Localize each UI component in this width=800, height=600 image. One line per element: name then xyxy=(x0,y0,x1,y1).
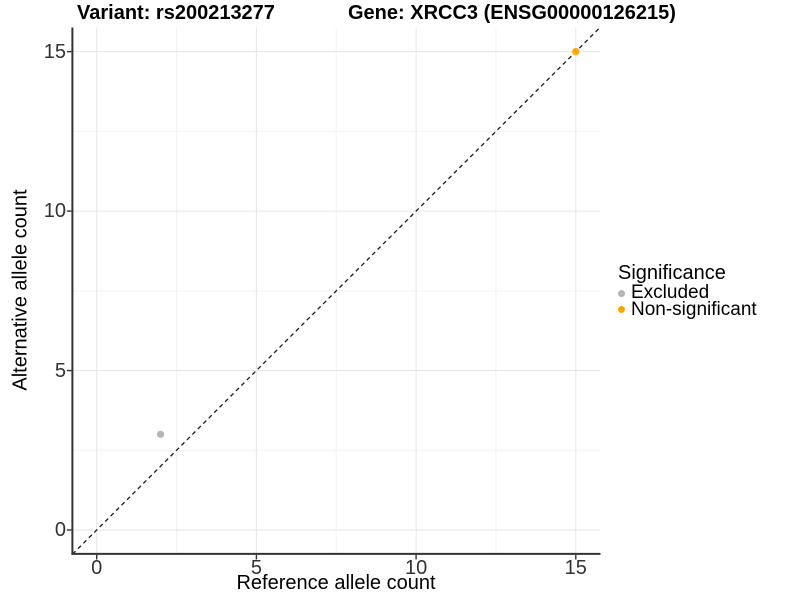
x-tick-label: 15 xyxy=(564,557,587,579)
legend-entry-excluded: Excluded xyxy=(618,282,757,304)
x-tick-label: 5 xyxy=(250,557,262,579)
y-axis-title: Alternative allele count xyxy=(9,189,32,391)
legend-entry-non-significant: Non-significant xyxy=(618,298,757,320)
x-tick-label: 0 xyxy=(91,557,103,579)
identity-dashed-line xyxy=(72,27,601,554)
legend-dot-excluded xyxy=(618,289,625,297)
legend-label-non-significant: Non-significant xyxy=(631,298,757,320)
data-point-non-significant xyxy=(572,48,580,56)
y-tick-label: 10 xyxy=(43,200,66,223)
x-tick-label: 10 xyxy=(404,557,428,579)
legend-title: Significance xyxy=(618,262,726,284)
data-point-excluded xyxy=(156,430,165,438)
y-tick-label: 0 xyxy=(54,519,66,541)
x-axis-title: Reference allele count xyxy=(236,572,436,594)
plot-title-variant: Variant: rs200213277 xyxy=(77,2,275,24)
y-tick-label: 5 xyxy=(54,359,66,382)
plot-title-gene: Gene: XRCC3 (ENSG00000126215) xyxy=(348,2,676,24)
legend-label-excluded: Excluded xyxy=(631,282,710,304)
legend-dot-non-significant xyxy=(618,306,625,314)
legend: Significance Excluded Non-significant xyxy=(618,261,757,320)
y-tick-label: 15 xyxy=(43,40,66,63)
